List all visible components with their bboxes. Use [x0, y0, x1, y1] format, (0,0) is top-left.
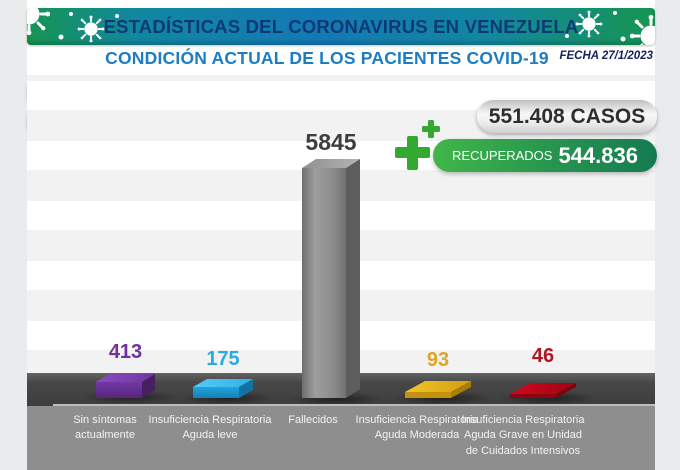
- bar-fallecidos: [302, 159, 360, 168]
- banner: ESTADÍSTICAS DEL CORONAVIRUS EN VENEZUEL…: [27, 8, 655, 45]
- infographic-canvas: ESTADÍSTICAS DEL CORONAVIRUS EN VENEZUEL…: [27, 0, 657, 470]
- axis-divider: [53, 404, 655, 406]
- medical-plus-icon: [395, 120, 440, 170]
- cases-badge: 551.408 CASOS: [477, 100, 657, 133]
- bar-leve: [193, 379, 253, 387]
- category-label: Insuficiencia Respiratoria Aguda Moderad…: [355, 414, 479, 442]
- category-label: Insuficiencia Respiratoria Aguda Grave e…: [461, 414, 585, 457]
- recovered-label: RECUPERADOS: [452, 148, 553, 163]
- bar-fallecidos: [346, 159, 360, 398]
- date-label: FECHA 27/1/2023: [559, 50, 653, 62]
- bar-moderada: [405, 381, 471, 392]
- bar-sin-sintomas: [96, 374, 155, 382]
- bar-fallecidos: [302, 168, 346, 398]
- bar-grave: [510, 394, 556, 398]
- category-label: Insuficiencia Respiratoria Aguda leve: [148, 414, 272, 442]
- value-label-moderada: 93: [426, 349, 450, 371]
- value-label-sin-sintomas: 413: [108, 341, 143, 363]
- bar-grave: [510, 383, 576, 394]
- bar-moderada: [405, 392, 451, 398]
- virus-icon: [27, 8, 655, 45]
- banner-title: ESTADÍSTICAS DEL CORONAVIRUS EN VENEZUEL…: [103, 15, 579, 37]
- category-label: Sin síntomas actualmente: [73, 414, 137, 442]
- value-label-grave: 46: [531, 345, 555, 367]
- bar-sin-sintomas: [142, 374, 155, 398]
- category-label: Fallecidos: [288, 414, 338, 426]
- bar-leve: [193, 387, 239, 398]
- page-title: CONDICIÓN ACTUAL DE LOS PACIENTES COVID-…: [105, 48, 549, 68]
- value-label-fallecidos: 5845: [305, 129, 357, 155]
- recovered-value: 544.836: [558, 142, 638, 168]
- recovered-badge: RECUPERADOS 544.836: [433, 139, 657, 172]
- bar-sin-sintomas: [96, 382, 142, 398]
- value-label-leve: 175: [206, 348, 240, 370]
- category-label-area: Sin síntomas actualmente Insuficiencia R…: [27, 406, 655, 470]
